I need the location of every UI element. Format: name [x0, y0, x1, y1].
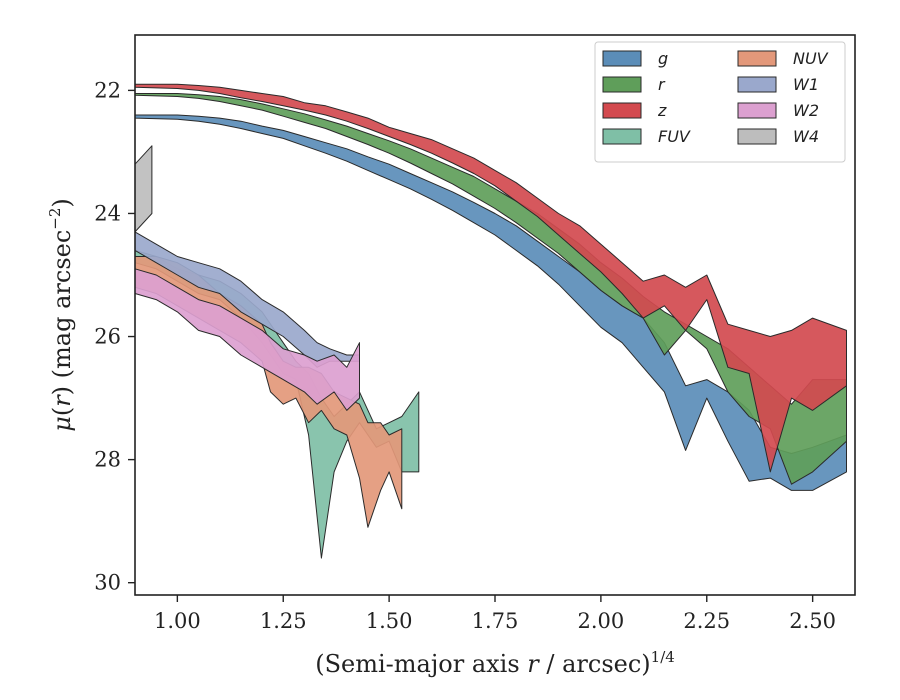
y-tick-label: 22	[94, 78, 121, 102]
band-w2	[134, 268, 360, 411]
y-tick-label: 26	[94, 325, 121, 349]
x-tick-label: 1.75	[472, 609, 519, 633]
band-z	[134, 83, 847, 473]
legend-swatch-w2	[737, 102, 777, 119]
legend-label-r: r	[658, 75, 666, 94]
x-tick-label: 1.00	[154, 609, 201, 633]
band-r	[134, 93, 847, 485]
legend-label-w4: W4	[793, 127, 819, 146]
legend-label-g: g	[658, 49, 668, 68]
x-tick-label: 1.25	[260, 609, 307, 633]
legend-swatch-z	[602, 102, 642, 119]
legend-swatch-w1	[737, 76, 777, 93]
legend-box	[594, 41, 846, 163]
y-tick-label: 24	[94, 201, 121, 225]
x-axis-label: (Semi-major axis r / arcsec)1/4	[315, 648, 675, 678]
legend-label-w2: W2	[793, 101, 819, 120]
legend-swatch-fuv	[602, 128, 642, 145]
axis-ticks: 1.00 1.25 1.50 1.75 2.00 2.25 2.50 22 24 26 28 30	[94, 78, 836, 633]
legend-label-fuv: FUV	[658, 127, 691, 146]
band-w4	[134, 145, 153, 233]
x-tick-label: 2.00	[577, 609, 624, 633]
legend-label-nuv: NUV	[793, 49, 829, 68]
x-tick-label: 1.50	[366, 609, 413, 633]
x-tick-label: 2.50	[789, 609, 836, 633]
plot-area	[134, 83, 847, 559]
x-tick-label: 2.25	[683, 609, 730, 633]
legend-label-w1: W1	[793, 75, 819, 94]
legend-swatch-r	[602, 76, 642, 93]
chart-legend: grz FUV NUV W1 W2 W4	[594, 41, 846, 163]
legend-swatch-g	[602, 50, 642, 67]
y-tick-label: 30	[94, 571, 121, 595]
legend-label-z: z	[657, 101, 667, 120]
y-tick-label: 28	[94, 448, 121, 472]
band-g	[134, 114, 847, 491]
legend-swatch-w4	[737, 128, 777, 145]
legend-swatch-nuv	[737, 50, 777, 67]
y-axis-label: μ(r) (mag arcsec−2)	[46, 198, 76, 432]
